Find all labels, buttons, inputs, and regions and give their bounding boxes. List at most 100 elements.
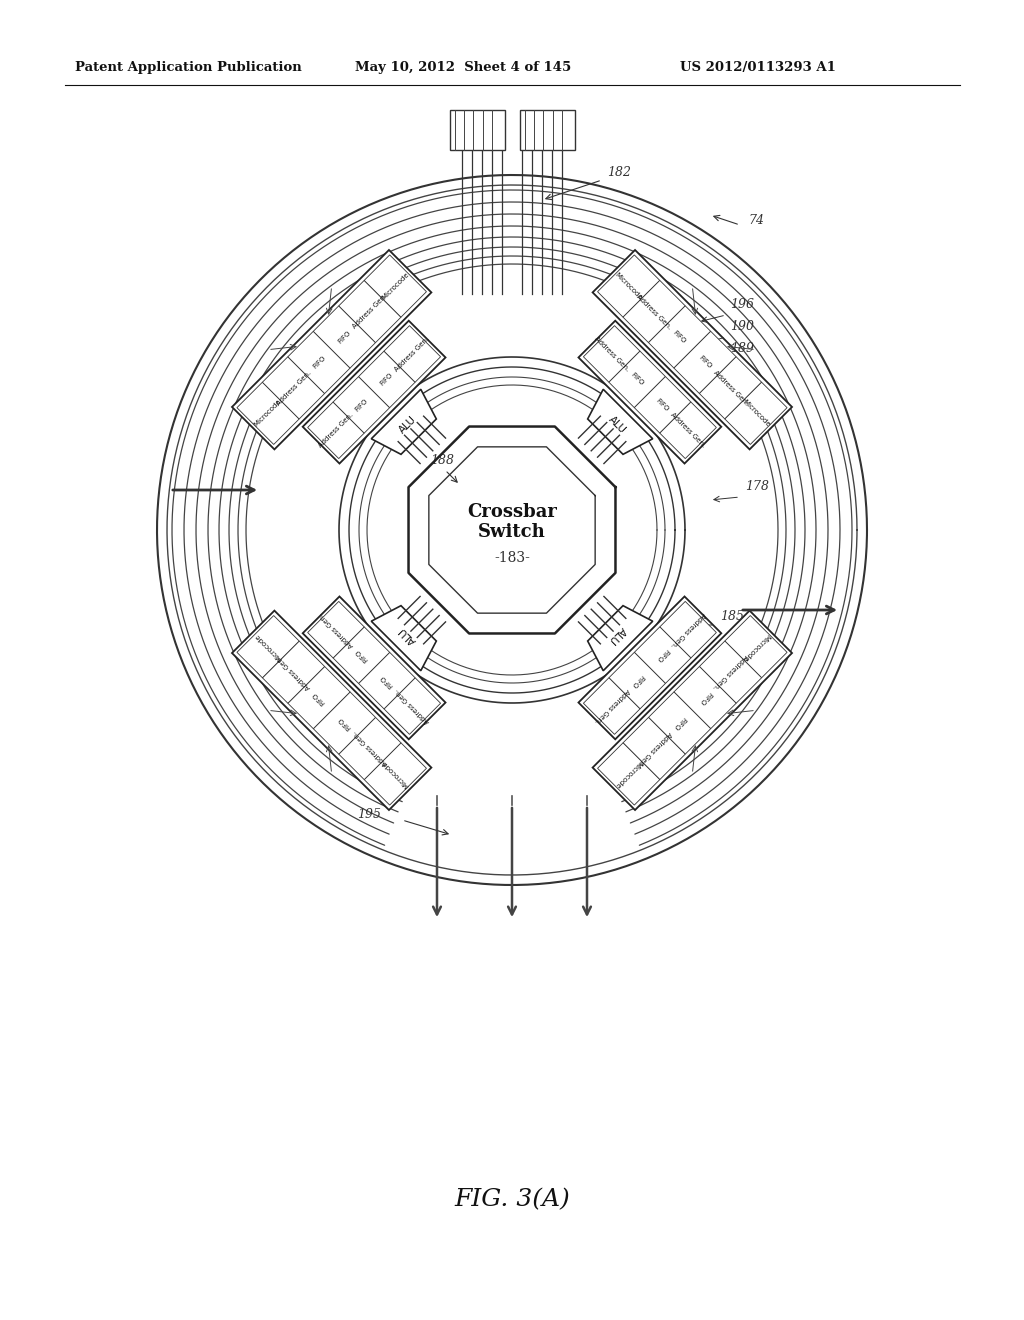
Polygon shape [339, 280, 401, 343]
Text: Microcode: Microcode [381, 759, 410, 788]
Polygon shape [365, 743, 426, 805]
Polygon shape [358, 652, 415, 709]
Polygon shape [333, 376, 390, 433]
Text: -183-: -183- [494, 550, 530, 565]
Text: FIFO: FIFO [697, 355, 713, 370]
Polygon shape [384, 326, 440, 383]
Text: 188: 188 [430, 454, 454, 466]
Bar [450, 110, 505, 150]
Text: Microcode: Microcode [741, 399, 771, 428]
Text: ALU: ALU [606, 624, 628, 645]
Text: Address Gen.: Address Gen. [275, 653, 312, 690]
Polygon shape [365, 255, 426, 317]
Polygon shape [313, 692, 376, 754]
Text: Address Gen.: Address Gen. [636, 730, 673, 767]
Text: FIFO: FIFO [354, 397, 369, 412]
Polygon shape [648, 692, 711, 754]
Polygon shape [307, 403, 365, 458]
Polygon shape [384, 677, 440, 734]
Polygon shape [674, 667, 736, 729]
Text: ALU: ALU [396, 414, 418, 436]
Text: FIG. 3(A): FIG. 3(A) [454, 1188, 570, 1212]
Text: May 10, 2012  Sheet 4 of 145: May 10, 2012 Sheet 4 of 145 [355, 62, 571, 74]
Text: FIFO: FIFO [672, 715, 687, 730]
Polygon shape [725, 615, 787, 677]
Text: 185: 185 [720, 610, 744, 623]
Text: FIFO: FIFO [672, 330, 687, 345]
Polygon shape [593, 249, 792, 449]
Polygon shape [237, 383, 299, 445]
Polygon shape [598, 255, 659, 317]
Polygon shape [623, 717, 685, 780]
Text: FIFO: FIFO [337, 330, 352, 345]
Polygon shape [303, 321, 445, 463]
Text: FIFO: FIFO [379, 673, 394, 688]
Polygon shape [674, 331, 736, 393]
Text: FIFO: FIFO [630, 673, 645, 688]
Text: Address Gen.: Address Gen. [275, 370, 312, 407]
Text: Microcode: Microcode [741, 632, 771, 661]
Polygon shape [623, 280, 685, 343]
Text: US 2012/0113293 A1: US 2012/0113293 A1 [680, 62, 836, 74]
Text: Address Gen.: Address Gen. [670, 611, 707, 648]
Text: Address Gen.: Address Gen. [317, 611, 354, 648]
Text: Address Gen.: Address Gen. [712, 653, 749, 690]
Polygon shape [303, 597, 445, 739]
Polygon shape [588, 389, 652, 454]
Text: ALU: ALU [396, 624, 418, 645]
Polygon shape [584, 677, 640, 734]
Text: FIFO: FIFO [354, 648, 369, 663]
Polygon shape [232, 249, 431, 449]
Text: Address Gen.: Address Gen. [351, 293, 388, 330]
Polygon shape [588, 606, 652, 671]
Text: FIFO: FIFO [630, 372, 645, 387]
Bar [519, 110, 574, 150]
Text: FIFO: FIFO [697, 690, 713, 705]
Polygon shape [634, 376, 691, 433]
Text: Address Gen.: Address Gen. [394, 335, 431, 372]
Text: Address Gen.: Address Gen. [317, 412, 354, 449]
Polygon shape [725, 383, 787, 445]
Polygon shape [288, 331, 350, 393]
Text: FIFO: FIFO [311, 355, 327, 370]
Polygon shape [288, 667, 350, 729]
Text: 178: 178 [745, 480, 769, 492]
Polygon shape [579, 321, 721, 463]
Polygon shape [659, 602, 717, 657]
Text: Address Gen.: Address Gen. [670, 412, 707, 449]
Text: Crossbar
Switch: Crossbar Switch [467, 503, 557, 541]
Text: Address Gen.: Address Gen. [712, 370, 749, 407]
Polygon shape [372, 606, 436, 671]
Polygon shape [237, 615, 299, 677]
Text: Address Gen.: Address Gen. [351, 730, 388, 767]
Polygon shape [333, 627, 390, 684]
Polygon shape [313, 306, 376, 368]
Polygon shape [699, 642, 762, 704]
Polygon shape [634, 627, 691, 684]
Polygon shape [372, 389, 436, 454]
Text: Address Gen.: Address Gen. [394, 688, 431, 725]
Polygon shape [648, 306, 711, 368]
Text: 184: 184 [335, 318, 359, 331]
Polygon shape [262, 642, 325, 704]
Polygon shape [699, 356, 762, 418]
Polygon shape [659, 403, 717, 458]
Text: Microcode: Microcode [253, 399, 283, 428]
Polygon shape [307, 602, 365, 657]
Text: 182: 182 [607, 165, 631, 178]
Text: FIFO: FIFO [655, 397, 670, 412]
Text: 195: 195 [357, 808, 381, 821]
Polygon shape [584, 326, 640, 383]
Text: 190: 190 [730, 319, 754, 333]
Text: FIFO: FIFO [311, 690, 327, 705]
Text: 189: 189 [730, 342, 754, 355]
Polygon shape [358, 351, 415, 408]
Text: Microcode: Microcode [253, 632, 283, 661]
Polygon shape [593, 611, 792, 810]
Polygon shape [609, 652, 666, 709]
Text: FIFO: FIFO [379, 372, 394, 387]
Text: FIFO: FIFO [337, 715, 352, 730]
Text: Microcode: Microcode [381, 272, 410, 301]
Polygon shape [609, 351, 666, 408]
Polygon shape [262, 356, 325, 418]
